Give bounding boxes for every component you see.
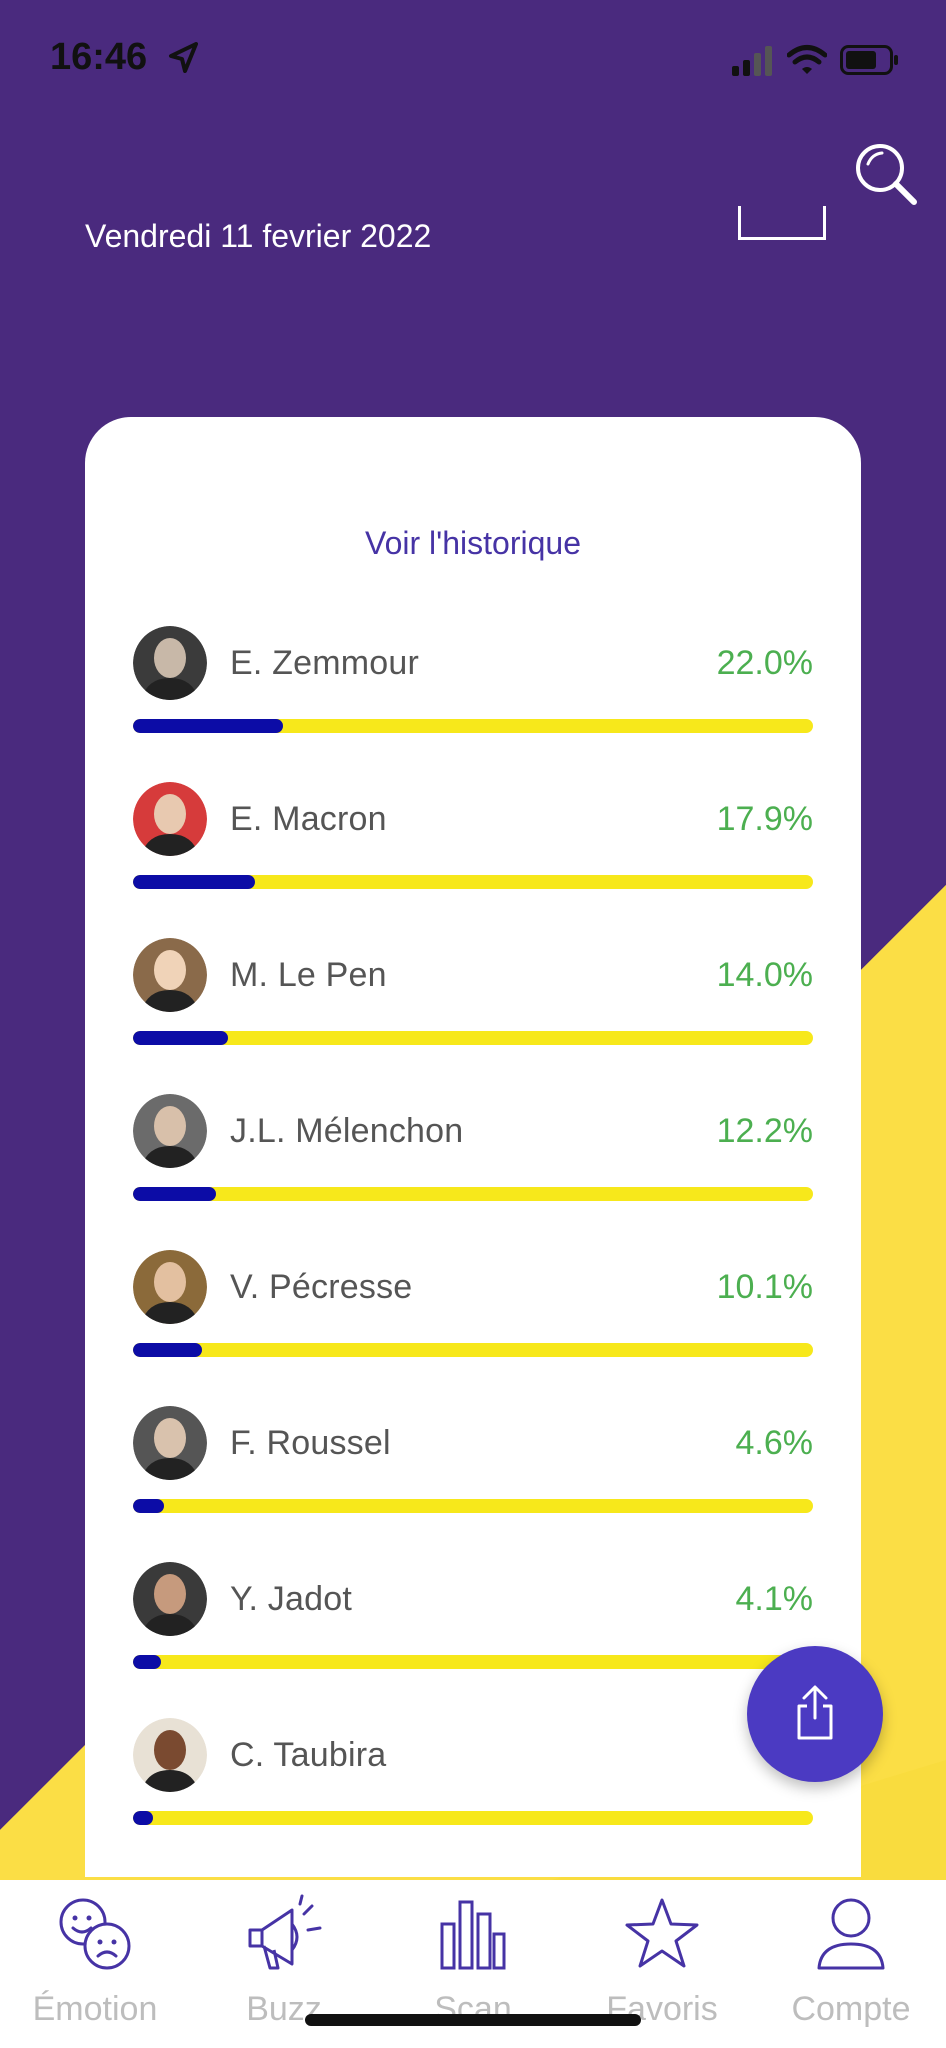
wifi-icon [787,45,827,74]
candidate-percent: 4.1% [735,1580,814,1618]
candidate-bar-track [133,1031,813,1045]
cellular-signal-icon [732,46,772,76]
candidate-row[interactable]: V. Pécresse 10.1% [133,1250,813,1360]
candidate-bar-track [133,1343,813,1357]
candidate-avatar [133,938,207,1012]
candidate-row[interactable]: E. Macron 17.9% [133,782,813,892]
share-button[interactable] [747,1646,883,1782]
history-link[interactable]: Voir l'historique [365,525,581,561]
candidate-bar-fill [133,719,283,733]
candidate-bar-fill [133,1343,202,1357]
candidate-avatar [133,1718,207,1792]
candidate-row[interactable]: C. Taubira3. [133,1718,813,1828]
battery-icon [840,45,898,75]
candidate-bar-track [133,1499,813,1513]
nav-label-compte: Compte [791,1990,911,2028]
search-icon[interactable] [852,140,918,206]
candidate-bar-track [133,875,813,889]
date-label: Vendredi 11 fevrier 2022 [85,218,432,254]
header-decoration [738,206,826,240]
candidate-bar-track [133,719,813,733]
nav-label-emotion: Émotion [32,1990,158,2028]
candidate-row[interactable]: E. Zemmour 22.0% [133,626,813,736]
candidate-avatar [133,1562,207,1636]
candidate-bar-fill [133,1655,161,1669]
candidate-name: J.L. Mélenchon [230,1112,464,1150]
candidate-bar-fill [133,1811,154,1825]
share-icon [797,1685,833,1740]
candidate-bar-track [133,1655,813,1669]
candidate-avatar [133,1094,207,1168]
candidate-name: V. Pécresse [230,1268,413,1306]
candidate-bar-track [133,1811,813,1825]
candidate-avatar [133,1250,207,1324]
candidate-name: E. Zemmour [230,644,420,682]
candidate-name: F. Roussel [230,1424,391,1462]
megaphone-icon [248,1894,322,1970]
candidate-percent: 17.9% [716,800,813,838]
candidate-row[interactable]: F. Roussel 4.6% [133,1406,813,1516]
candidate-bar-track [133,1187,813,1201]
candidate-bar-fill [133,1187,216,1201]
nav-item-compte[interactable]: Compte [756,1880,946,2048]
candidate-bar-fill [133,875,255,889]
candidate-row[interactable]: Y. Jadot 4.1% [133,1562,813,1672]
candidate-avatar [133,626,207,700]
emotion-faces-icon [59,1898,131,1970]
star-icon [625,1898,699,1968]
candidate-avatar [133,782,207,856]
candidate-percent: 4.6% [735,1424,814,1462]
status-time: 16:46 [50,36,148,78]
candidate-percent: 14.0% [716,956,813,994]
candidate-percent: 10.1% [716,1268,813,1306]
candidate-bar-fill [133,1499,165,1513]
bar-chart-icon [440,1900,506,1970]
ranking-card: Voir l'historique E. Zemmour 22.0% E. Macr… [85,417,861,1877]
candidate-avatar [133,1406,207,1480]
candidate-bar-fill [133,1031,229,1045]
user-icon [817,1898,885,1970]
status-bar: 16:46 [0,0,946,120]
candidate-name: Y. Jadot [230,1580,352,1618]
location-arrow-icon [169,42,198,73]
candidate-name: E. Macron [230,800,387,838]
home-indicator [305,2014,641,2026]
candidate-name: C. Taubira [230,1736,387,1774]
candidate-percent: 12.2% [716,1112,813,1150]
nav-item-emotion[interactable]: Émotion [0,1880,190,2048]
candidate-row[interactable]: M. Le Pen 14.0% [133,938,813,1048]
candidate-percent: 22.0% [716,644,813,682]
candidate-name: M. Le Pen [230,956,387,994]
candidate-row[interactable]: J.L. Mélenchon 12.2% [133,1094,813,1204]
